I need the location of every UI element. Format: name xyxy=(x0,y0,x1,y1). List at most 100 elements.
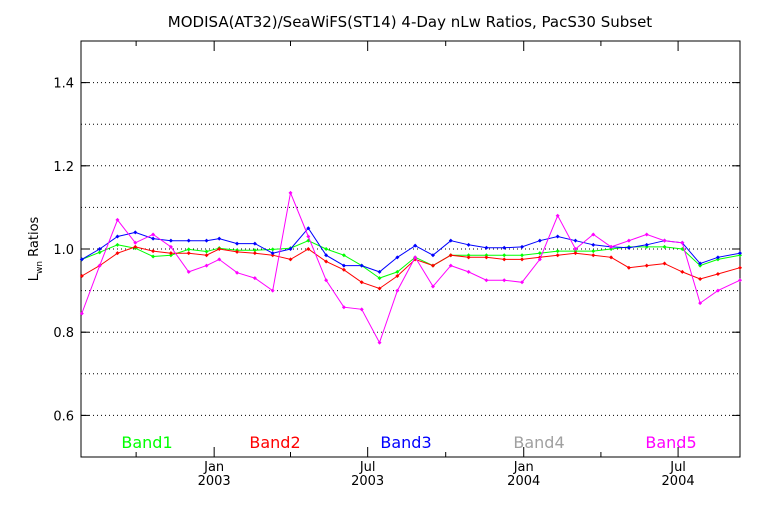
point-band3-6 xyxy=(186,238,191,243)
point-band5-36 xyxy=(715,288,720,293)
point-band1-35 xyxy=(698,263,703,268)
x-tick-month-0: Jan xyxy=(203,460,224,475)
point-band2-6 xyxy=(186,251,191,256)
point-band5-34 xyxy=(680,240,685,245)
point-band5-15 xyxy=(341,305,346,310)
point-band3-11 xyxy=(270,251,275,256)
point-band5-32 xyxy=(644,232,649,237)
point-band2-25 xyxy=(520,257,525,262)
point-band3-17 xyxy=(377,269,382,274)
point-band5-25 xyxy=(520,280,525,285)
point-band5-19 xyxy=(413,255,418,260)
point-band5-31 xyxy=(626,238,631,243)
point-band2-23 xyxy=(484,255,489,260)
point-band1-5 xyxy=(168,253,173,258)
point-band5-9 xyxy=(235,270,240,275)
point-band1-28 xyxy=(573,249,578,254)
point-band2-36 xyxy=(715,271,720,276)
point-band5-29 xyxy=(591,232,596,237)
point-band2-0 xyxy=(79,274,84,279)
point-band1-33 xyxy=(662,244,667,249)
point-band3-36 xyxy=(715,255,720,260)
point-band1-25 xyxy=(520,253,525,258)
series-line-band1 xyxy=(81,240,741,279)
point-band1-1 xyxy=(97,250,102,255)
point-band2-37 xyxy=(738,265,742,270)
point-band1-36 xyxy=(715,257,720,262)
point-band3-3 xyxy=(133,230,138,235)
point-band2-2 xyxy=(115,251,120,256)
point-band5-30 xyxy=(609,244,614,249)
legend: Band1 Band2 Band3 Band4 Band5 xyxy=(121,433,696,452)
point-band5-17 xyxy=(377,340,382,345)
y-tick-label-2: 1.0 xyxy=(53,243,74,258)
series-line-band5 xyxy=(81,191,741,344)
point-band1-4 xyxy=(151,254,156,259)
chart-title: MODISA(AT32)/SeaWiFS(ST14) 4-Day nLw Rat… xyxy=(168,13,653,31)
point-band5-4 xyxy=(151,232,156,237)
point-band1-29 xyxy=(591,249,596,254)
point-band3-5 xyxy=(168,238,173,243)
legend-band3: Band3 xyxy=(380,433,431,452)
point-band1-23 xyxy=(484,253,489,258)
point-band2-13 xyxy=(306,247,311,251)
point-band3-31 xyxy=(626,245,631,250)
y-axis-label-sub: wn xyxy=(35,261,45,274)
legend-band1: Band1 xyxy=(121,433,172,452)
point-band1-27 xyxy=(555,249,560,254)
point-band2-18 xyxy=(395,274,400,279)
point-band5-6 xyxy=(186,269,191,274)
point-band5-0 xyxy=(79,311,84,316)
legend-band5: Band5 xyxy=(645,433,696,452)
series-line-band2 xyxy=(81,246,741,290)
point-band3-13 xyxy=(306,226,311,231)
point-band2-15 xyxy=(341,267,346,272)
point-band3-27 xyxy=(555,234,560,239)
point-band2-34 xyxy=(680,269,685,274)
series-band5 xyxy=(79,190,742,345)
point-band2-9 xyxy=(235,249,240,254)
x-tick-year-0: 2003 xyxy=(198,474,231,489)
x-tick-year-1: 2003 xyxy=(351,474,384,489)
point-band2-35 xyxy=(698,276,703,281)
x-tick-year-2: 2004 xyxy=(507,474,540,489)
series-band3 xyxy=(79,226,742,274)
point-band2-20 xyxy=(430,263,435,268)
point-band5-10 xyxy=(252,276,257,281)
point-band3-24 xyxy=(502,245,507,250)
point-band1-22 xyxy=(466,253,471,258)
point-band5-8 xyxy=(217,257,222,262)
point-band3-8 xyxy=(217,236,222,241)
y-tick-label-4: 1.4 xyxy=(53,77,74,92)
point-band1-24 xyxy=(502,253,507,258)
series-band1 xyxy=(79,238,742,281)
point-band5-3 xyxy=(133,240,138,245)
point-band1-11 xyxy=(270,247,275,252)
point-band5-16 xyxy=(359,307,364,312)
point-band1-30 xyxy=(609,247,614,251)
y-tick-label-0: 0.6 xyxy=(53,409,74,424)
x-tick-month-3: Jul xyxy=(669,460,686,475)
point-band5-23 xyxy=(484,278,489,283)
point-band5-5 xyxy=(168,244,173,249)
y-axis-label-main: L xyxy=(27,273,42,281)
point-band2-5 xyxy=(168,251,173,256)
point-band3-12 xyxy=(288,247,293,251)
point-band5-13 xyxy=(306,234,311,239)
x-tick-month-2: Jan xyxy=(513,460,534,475)
series-line-band3 xyxy=(81,227,741,273)
point-band5-35 xyxy=(698,301,703,306)
point-band5-27 xyxy=(555,213,560,218)
point-band5-33 xyxy=(662,238,667,243)
point-band1-18 xyxy=(395,269,400,274)
point-band3-10 xyxy=(252,241,257,246)
point-band2-31 xyxy=(626,265,631,270)
x-tick-month-1: Jul xyxy=(359,460,376,475)
point-band2-24 xyxy=(502,257,507,262)
point-band3-7 xyxy=(204,238,209,243)
point-band5-20 xyxy=(430,284,435,289)
point-band5-11 xyxy=(270,288,275,293)
legend-band2: Band2 xyxy=(249,433,300,452)
